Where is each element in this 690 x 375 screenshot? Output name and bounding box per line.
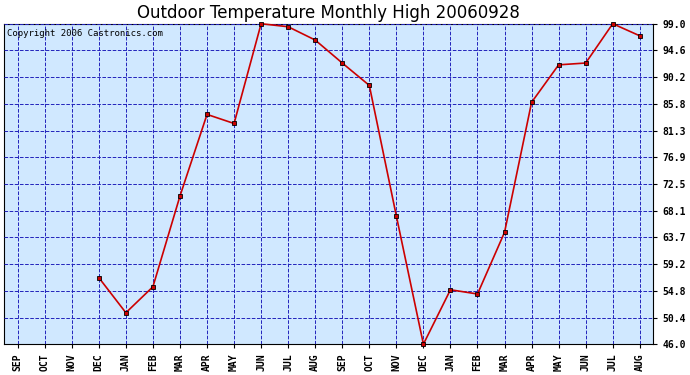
Title: Outdoor Temperature Monthly High 20060928: Outdoor Temperature Monthly High 2006092… xyxy=(137,4,520,22)
Text: Copyright 2006 Castronics.com: Copyright 2006 Castronics.com xyxy=(8,28,164,38)
